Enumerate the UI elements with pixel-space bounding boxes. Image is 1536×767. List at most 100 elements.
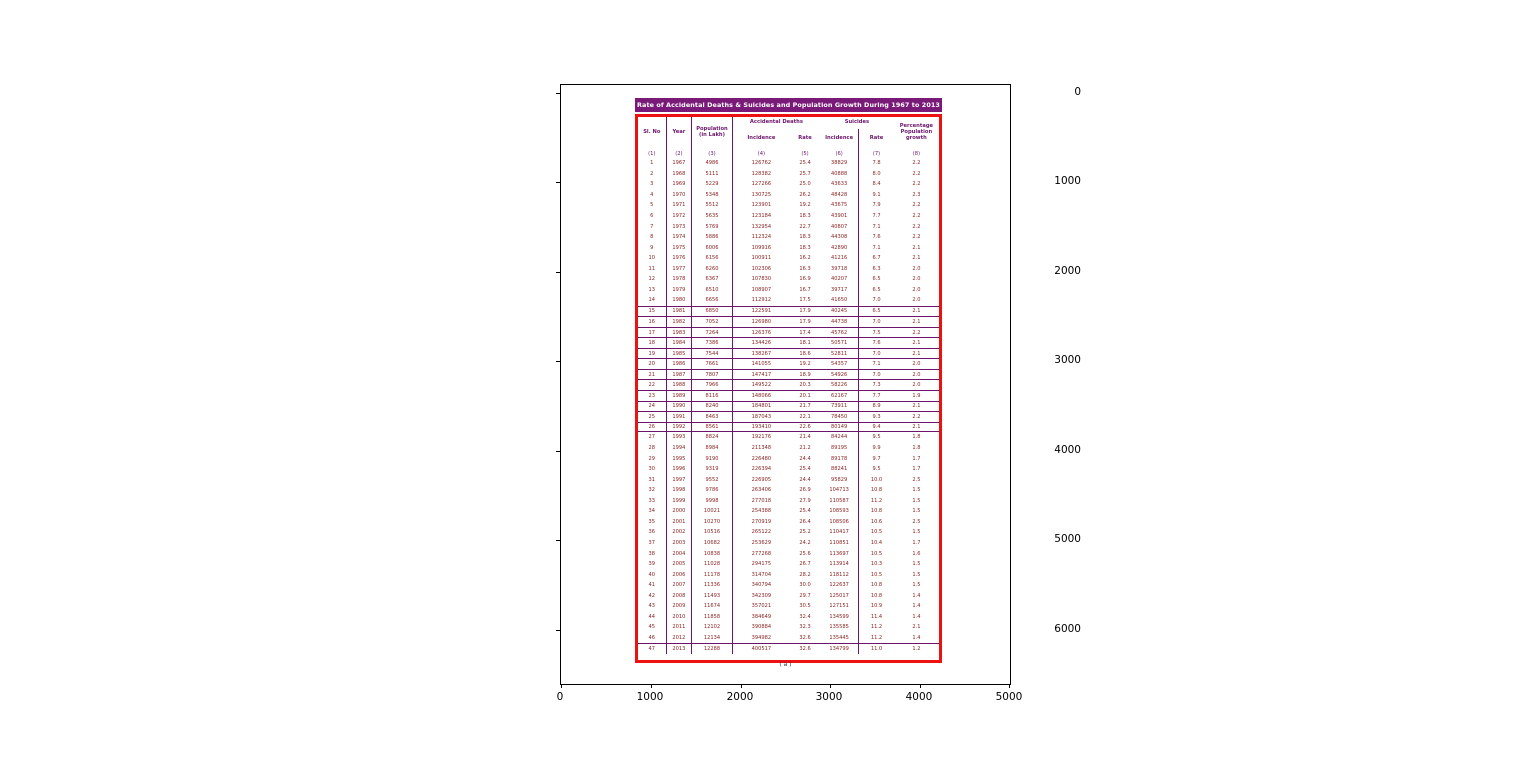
table-cell: 107830 (751, 276, 772, 283)
table-row: 18 1984 7386 134426 18.1 50571 7.6 2.1 (638, 337, 939, 348)
header-accidental-deaths-group: Accidental Deaths Incidence Rate (733, 117, 820, 149)
table-cell: 10.8 (870, 487, 883, 494)
table-cell: 6 (638, 210, 667, 222)
table-cell: 2.1 (912, 624, 921, 631)
table-cell: 132954 (751, 223, 772, 230)
col-number: (8) (912, 150, 921, 157)
table-row: 9 1975 6006 109916 18.3 42890 7.1 2.1 (638, 242, 939, 253)
table-row: 17 1983 7264 126376 17.4 45762 7.5 2.2 (638, 326, 939, 338)
table-cell: 135445 (820, 632, 860, 644)
table-row: 34 2000 10021 254388 25.4 108593 10.8 1.5 (638, 506, 939, 517)
table-row: 21 1987 7807 147417 18.9 54926 7.0 2.0 (638, 368, 939, 380)
table-cell: 11.2 (870, 634, 883, 641)
table-cell: 1.4 (912, 634, 921, 641)
table-row: 1 1967 4986 126762 25.4 38829 7.8 2.2 (638, 158, 939, 169)
table-cell: 30.5 (799, 603, 811, 610)
table-cell: 6156 (692, 252, 733, 264)
table-cell: 10.5 (870, 529, 883, 536)
table-cell: 2.1 (912, 318, 921, 325)
table-cell: 1967 (667, 158, 693, 169)
table-cell: 44308 (820, 231, 860, 243)
table-row: 5 1971 5512 123901 19.2 43675 7.9 2.2 (638, 200, 939, 211)
table-row: 39 2005 11028 294175 26.7 113914 10.3 1.5 (638, 558, 939, 570)
table-cell: 112912 (751, 297, 772, 304)
table-cell: 7.0 (872, 350, 881, 357)
table-cell: 2.0 (912, 371, 921, 378)
table-cell: 10682 (692, 537, 733, 549)
table-cell: 36 (638, 527, 667, 538)
x-tick-label: 2000 (726, 691, 754, 703)
table-cell: 48428 (820, 189, 860, 201)
table-cell: 16.2 (799, 255, 811, 262)
table-cell: 2.0 (912, 361, 921, 368)
table-cell: 2010 (667, 611, 693, 623)
table-cell: 62167 (820, 391, 860, 401)
table-cell: 2.2 (912, 234, 921, 241)
table-row: 11 1977 6260 102306 16.3 39718 6.3 2.0 (638, 263, 939, 275)
col-number: (7) (872, 150, 881, 157)
table-cell: 22.7 (799, 223, 811, 230)
table-cell: 10.8 (870, 508, 883, 515)
table-cell: 11493 (692, 590, 733, 601)
table-cell: 7.7 (872, 392, 881, 399)
table-cell: 1972 (667, 210, 693, 222)
table-row: 40 2006 11178 314704 28.2 118112 10.5 1.5 (638, 569, 939, 580)
table-cell: 26.4 (799, 518, 811, 525)
table-cell: 1996 (667, 463, 693, 475)
table-cell: 7.9 (872, 202, 881, 209)
table-cell: 1.8 (912, 445, 921, 452)
table-cell: 11.2 (870, 624, 883, 631)
table-cell: 6006 (692, 242, 733, 253)
y-tick-label: 0 (1074, 86, 1081, 98)
table-cell: 1997 (667, 474, 693, 485)
y-tick-mark (556, 630, 560, 631)
x-tick-mark (1009, 684, 1010, 688)
table-cell: 148066 (751, 392, 772, 399)
table-cell: 342309 (751, 592, 772, 599)
table-cell: 138267 (751, 350, 772, 357)
table-cell: 40207 (820, 274, 860, 285)
table-cell: 2.1 (912, 244, 921, 251)
table-cell: 127151 (820, 600, 860, 612)
table-cell: 7661 (692, 359, 733, 369)
table-cell: 294175 (751, 561, 772, 568)
table-cell: 108907 (751, 286, 772, 293)
table-cell: 226480 (751, 455, 772, 462)
table-cell: 2.1 (912, 255, 921, 262)
table-cell: 26.9 (799, 487, 811, 494)
table-cell: 10021 (692, 506, 733, 517)
table-row: 24 1990 8240 184801 21.7 73911 8.9 2.1 (638, 400, 939, 412)
table-cell: 25.4 (799, 508, 811, 515)
table-cell: 19 (638, 348, 667, 359)
table-cell: 6.5 (872, 276, 881, 283)
y-tick-mark (556, 272, 560, 273)
table-cell: 2.0 (912, 297, 921, 304)
x-tick-mark (830, 684, 831, 688)
table-cell: 2.0 (912, 382, 921, 389)
table-cell: 277018 (751, 497, 772, 504)
table-row: 3 1969 5229 127266 25.0 43633 8.4 2.2 (638, 179, 939, 190)
table-cell: 1.5 (912, 529, 921, 536)
table-cell: 7386 (692, 338, 733, 348)
table-cell: 226905 (751, 476, 772, 483)
table-cell: 104713 (820, 484, 860, 496)
plot-area: Rate of Accidental Deaths & Suicides and… (556, 84, 1011, 688)
table-cell: 10.8 (870, 582, 883, 589)
table-cell: 5348 (692, 189, 733, 201)
table-cell: 20.1 (799, 392, 811, 399)
table-cell: 1.4 (912, 613, 921, 620)
table-cell: 26 (638, 422, 667, 432)
table-row: 13 1979 6510 108907 16.7 39717 6.5 2.0 (638, 284, 939, 296)
header-su-incidence: Incidence (820, 129, 860, 149)
y-tick-label: 5000 (1054, 533, 1081, 545)
table-cell: 50571 (820, 338, 860, 348)
table-cell: 1 (638, 158, 667, 169)
table-cell: 9.3 (872, 413, 881, 420)
table-cell: 11674 (692, 600, 733, 612)
table-cell: 2008 (667, 590, 693, 601)
table-cell: 265122 (751, 529, 772, 536)
table-cell: 5886 (692, 231, 733, 243)
table-image: Rate of Accidental Deaths & Suicides and… (635, 98, 942, 676)
table-cell: 10.3 (870, 561, 883, 568)
table-cell: 43 (638, 600, 667, 612)
